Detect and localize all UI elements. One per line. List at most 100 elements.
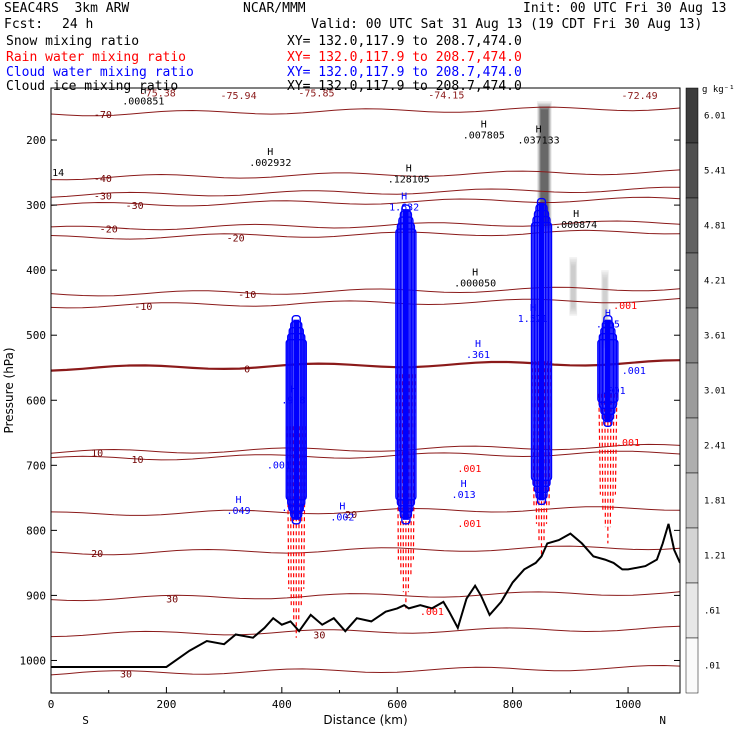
max-annotation: H.361 xyxy=(466,339,490,361)
isotherm-label: 20 xyxy=(91,549,103,560)
contour-value: .001 xyxy=(602,386,626,397)
max-annotation: -72.49 xyxy=(622,91,658,102)
max-annotation: H1.521 xyxy=(518,303,548,325)
cloud-cell xyxy=(395,204,417,525)
isotherm-line xyxy=(51,625,680,638)
legend-snow-xy: XY= 132.0,117.9 to 208.7,474.0 xyxy=(287,34,522,49)
isotherm-line xyxy=(51,545,680,556)
max-value: -74.15 xyxy=(428,90,464,101)
snow-shade xyxy=(540,109,549,223)
y-tick-label: 200 xyxy=(26,134,46,147)
cloud-cell xyxy=(530,197,553,506)
colorbar: 6.01 5.41 4.81 4.21 3.61 3.01 2.41 1.81 1.21 .61.… xyxy=(685,85,735,694)
isotherm-line xyxy=(51,298,680,309)
y-tick-label: 400 xyxy=(26,264,46,277)
max-marker: H xyxy=(267,147,273,158)
rain-contour xyxy=(614,393,618,495)
max-value: .000851 xyxy=(122,96,164,107)
isotherm-line xyxy=(51,169,680,181)
isotherm-label: -10 xyxy=(134,302,152,313)
colorbar-label: 5.41 xyxy=(704,167,726,177)
x-tick-label: 600 xyxy=(387,698,407,711)
cloud-contour xyxy=(291,314,301,525)
isotherm-label: -70 xyxy=(94,110,112,121)
colorbar-swatch xyxy=(685,307,699,364)
isotherm-line xyxy=(51,359,680,372)
max-marker: H xyxy=(536,124,542,135)
contour-value: .001 xyxy=(457,464,481,475)
y-tick-label: 600 xyxy=(26,394,46,407)
max-marker: H xyxy=(290,385,296,396)
max-value: .000050 xyxy=(454,278,496,289)
contour-value: .001 xyxy=(613,301,637,312)
x-tick-label: 0 xyxy=(48,698,55,711)
max-marker: H xyxy=(140,85,146,96)
legend-ice-name: Cloud ice mixing ratio xyxy=(6,79,179,94)
colorbar-swatch xyxy=(685,362,699,419)
max-marker: H xyxy=(236,495,242,506)
max-annotation: -75.38 xyxy=(140,88,176,99)
isotherm-label: 30 xyxy=(313,630,325,641)
legend-cloud-xy: XY= 132.0,117.9 to 208.7,474.0 xyxy=(287,65,522,80)
colorbar-swatch xyxy=(685,197,699,254)
cloud-contour xyxy=(401,204,411,525)
max-value: 1.632 xyxy=(389,202,419,213)
max-value: .007805 xyxy=(463,131,505,142)
cloud-core xyxy=(402,209,409,520)
max-marker: H xyxy=(530,303,536,314)
colorbar-label: 2.41 xyxy=(704,442,726,452)
max-annotation: -75.85 xyxy=(298,88,334,99)
snow-column xyxy=(569,257,578,316)
max-marker: H xyxy=(475,339,481,350)
max-value: -72.49 xyxy=(622,91,658,102)
max-annotation: H.365 xyxy=(596,308,620,330)
y-tick-label: 500 xyxy=(26,329,46,342)
maxima-labels: H.000851-75.38 -75.94 -75.85 -74.15 -72.49H.… xyxy=(122,85,658,524)
cloud-core xyxy=(538,202,545,501)
max-value: .365 xyxy=(596,319,620,330)
temperature-isotherms xyxy=(51,106,680,676)
max-value: .361 xyxy=(466,350,490,361)
terrain-line xyxy=(51,523,680,668)
legend-rain-name: Rain water mixing ratio xyxy=(6,50,187,65)
colorbar-label: 3.01 xyxy=(704,387,726,397)
plot-area: -70 -40 -30 -30 -20 -20 -10 -10 0 10 10 20 20 30 30 30 H… xyxy=(51,85,680,680)
snow-shade xyxy=(571,265,576,308)
cloud-cell xyxy=(597,314,619,427)
cloud-contour xyxy=(603,314,613,427)
max-annotation: H.000874 xyxy=(555,209,597,231)
colorbar-label: 3.61 xyxy=(704,332,726,342)
isotherm-label: -30 xyxy=(94,191,112,202)
max-value: .128105 xyxy=(388,174,430,185)
max-annotation: -74.15 xyxy=(428,90,464,101)
cloud-core xyxy=(604,319,611,423)
colorbar-label: .61 xyxy=(704,607,720,617)
contour-value: .001 xyxy=(267,461,291,472)
max-marker: H xyxy=(461,479,467,490)
max-annotation: H.013 xyxy=(452,479,476,501)
y-tick-label: 300 xyxy=(26,199,46,212)
isotherm-line xyxy=(51,450,680,461)
cloud-core xyxy=(293,319,300,520)
max-value: .000874 xyxy=(555,220,597,231)
contour-value: .001 xyxy=(457,519,481,530)
y-axis-title: Pressure (hPa) xyxy=(2,347,16,433)
max-annotation: H.049 xyxy=(226,495,250,517)
north-label: N xyxy=(659,714,666,727)
isotherm-label: 30 xyxy=(120,669,132,680)
legend-ice-xy: XY= 132.0,117.9 to 208.7,474.0 xyxy=(287,79,522,94)
max-value: .002 xyxy=(330,513,354,524)
rain-contour xyxy=(612,393,615,511)
isotherm-label: -40 xyxy=(94,174,112,185)
max-annotation: -75.94 xyxy=(220,91,256,102)
max-value: .049 xyxy=(226,506,250,517)
x-tick-label: 400 xyxy=(272,698,292,711)
isotherm-label: -10 xyxy=(238,290,256,301)
colorbar-swatch xyxy=(685,87,699,144)
isotherm-line xyxy=(51,286,680,297)
isotherm-line xyxy=(51,229,680,240)
contour-value: .001 xyxy=(420,607,444,618)
org-label: NCAR/MMM xyxy=(243,1,306,16)
rain-contour xyxy=(298,426,300,622)
colorbar-swatch xyxy=(685,582,699,639)
